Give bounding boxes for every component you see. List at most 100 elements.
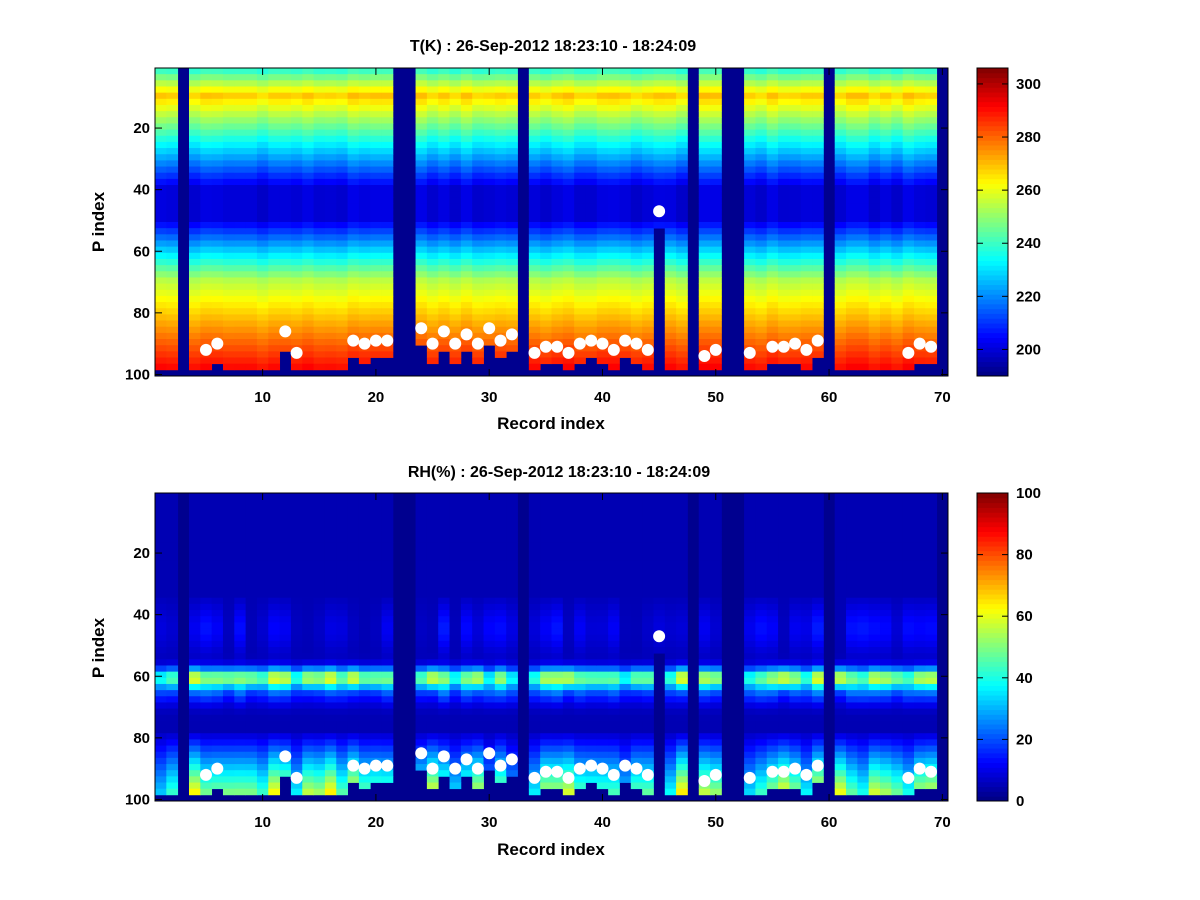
temperature-heatmap-cell [166,191,179,198]
temperature-heatmap-cell [528,172,541,180]
humidity-heatmap-cell [449,696,462,703]
humidity-heatmap-cell [336,714,348,722]
humidity-heatmap-cell [460,764,473,771]
humidity-heatmap-cell [222,727,235,734]
temperature-surface-marker [449,337,462,350]
temperature-heatmap-cell [245,160,258,167]
temperature-heatmap-cell [540,197,552,204]
humidity-heatmap-cell [358,554,371,562]
temperature-heatmap-cell [868,339,881,346]
temperature-heatmap-cell [347,104,360,112]
humidity-heatmap-cell [358,634,371,642]
humidity-heatmap-cell [347,770,360,777]
humidity-heatmap-cell [562,517,575,525]
temperature-heatmap-cell [880,135,892,143]
temperature-heatmap-cell [506,172,518,180]
humidity-heatmap-cell [483,573,496,580]
temperature-heatmap-cell [766,252,779,260]
temperature-heatmap-cell [438,252,450,260]
temperature-heatmap-cell [358,178,371,186]
humidity-heatmap-cell [336,653,348,660]
humidity-heatmap-cell [426,665,439,673]
temperature-heatmap-cell [642,308,654,315]
humidity-heatmap-cell [483,677,496,685]
humidity-heatmap-cell [358,665,371,673]
temperature-heatmap-cell [540,129,552,137]
temperature-heatmap-cell [778,289,790,297]
temperature-heatmap-cell [744,283,756,291]
temperature-heatmap-cell [460,98,473,106]
humidity-heatmap-cell [483,733,496,740]
humidity-heatmap-cell [415,610,428,617]
humidity-heatmap-cell [324,696,337,703]
temperature-heatmap-cell [755,363,768,371]
temperature-heatmap-cell [449,172,462,180]
temperature-heatmap-cell [324,111,337,118]
humidity-heatmap-cell [370,628,382,636]
humidity-heatmap-cell [506,683,518,691]
humidity-heatmap-cell [540,720,552,728]
humidity-heatmap-cell [336,542,348,549]
temperature-heatmap-cell [846,123,858,130]
humidity-heatmap-cell [358,560,371,568]
temperature-heatmap-cell [290,185,303,192]
temperature-heatmap-cell [155,314,167,321]
temperature-heatmap-cell [551,320,564,328]
temperature-heatmap-cell [438,228,450,235]
temperature-heatmap-cell [438,166,450,174]
humidity-heatmap-cell [540,677,552,685]
temperature-heatmap-cell [528,246,541,254]
temperature-heatmap-cell [664,215,677,223]
temperature-heatmap-cell [902,117,915,124]
humidity-heatmap-cell [268,665,281,673]
humidity-heatmap-cell [506,585,518,592]
temperature-heatmap-cell [608,86,620,94]
temperature-heatmap-cell [766,154,779,161]
temperature-heatmap-cell [766,111,779,118]
temperature-heatmap-cell [188,74,201,81]
humidity-heatmap-cell [596,529,609,537]
humidity-heatmap-cell [245,591,258,599]
temperature-heatmap-cell [449,357,462,365]
humidity-heatmap-cell [528,764,541,771]
humidity-heatmap-cell [438,523,450,531]
temperature-heatmap-cell [438,203,450,211]
temperature-heatmap-cell [279,314,292,321]
humidity-heatmap-cell [358,739,371,746]
temperature-heatmap-cell [880,203,892,211]
temperature-heatmap-cell [789,98,802,106]
humidity-heatmap-cell [222,677,235,685]
humidity-heatmap-cell [528,751,541,759]
temperature-heatmap-cell [744,209,756,217]
humidity-heatmap-cell [381,702,394,709]
temperature-heatmap-cell [472,209,484,217]
temperature-heatmap-cell [234,86,247,94]
humidity-heatmap-cell [370,505,382,512]
humidity-heatmap-cell [347,671,360,679]
temperature-heatmap-cell [789,234,802,241]
humidity-heatmap-cell [596,511,609,519]
temperature-heatmap-cell [155,209,167,217]
temperature-heatmap-cell [256,154,269,161]
temperature-heatmap-cell [234,98,247,106]
temperature-heatmap-cell [313,98,326,106]
temperature-heatmap-cell [472,98,484,106]
temperature-colorbar-tick-label: 240 [1016,235,1041,252]
humidity-heatmap-cell [381,640,394,648]
humidity-heatmap-cell [302,720,314,728]
temperature-colorbar-segment [977,250,1008,257]
humidity-heatmap-cell [336,573,348,580]
temperature-heatmap-cell [438,289,450,297]
temperature-heatmap-cell [902,314,915,321]
temperature-heatmap-cell [789,68,802,75]
temperature-heatmap-cell [155,351,167,358]
humidity-heatmap-cell [528,665,541,673]
temperature-heatmap-cell [472,222,484,229]
humidity-heatmap-cell [256,677,269,685]
temperature-heatmap-cell [676,240,688,248]
humidity-heatmap-cell [302,616,314,623]
humidity-heatmap-cell [494,727,507,734]
humidity-heatmap-cell [256,708,269,716]
temperature-heatmap-cell [664,295,677,303]
temperature-heatmap-cell [800,228,813,235]
